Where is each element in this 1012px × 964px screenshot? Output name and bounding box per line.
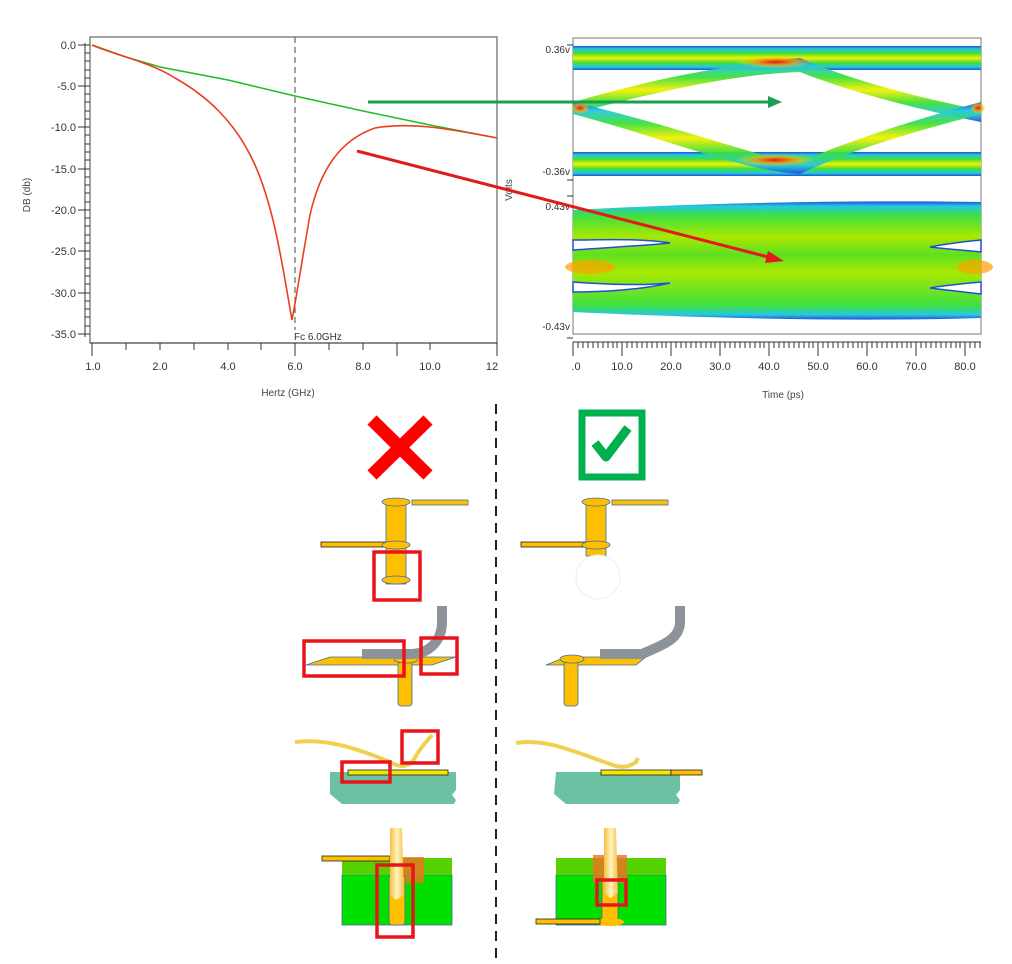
x-tick: .0 <box>571 361 580 373</box>
y-tick: -0.43v <box>542 322 570 333</box>
x-tick: 12 <box>486 361 498 373</box>
connector-stub-good <box>545 606 685 707</box>
highlight-box <box>302 639 406 678</box>
y-tick-labels: 0.0 -5.0 -10.0 -15.0 -20.0 -25.0 -30.0 -… <box>51 40 76 341</box>
eye-diagram-chart: 0.36v -0.36v 0.43v -0.43v Volts .0 10.0 … <box>504 37 993 401</box>
y-tick: -25.0 <box>51 246 76 258</box>
x-tick: 10.0 <box>611 361 632 373</box>
open-eye <box>570 46 986 176</box>
y-tick: -35.0 <box>51 329 76 341</box>
x-minor-ticks <box>577 342 981 348</box>
x-tick: 4.0 <box>220 361 235 373</box>
red-curve <box>91 44 498 321</box>
x-tick: 80.0 <box>954 361 975 373</box>
x-tick: 40.0 <box>758 361 779 373</box>
x-tick: 60.0 <box>856 361 877 373</box>
x-tick: 2.0 <box>152 361 167 373</box>
fc-marker-label: Fc 6.0GHz <box>294 332 342 343</box>
press-fit-good <box>535 828 667 926</box>
cross-mark-icon <box>367 415 433 480</box>
x-tick-labels: 1.0 2.0 4.0 6.0 8.0 10.0 12 <box>85 361 498 373</box>
via-stub-bad <box>320 497 469 602</box>
highlight-box <box>340 760 392 784</box>
y-tick: -5.0 <box>57 81 76 93</box>
via-stub-good <box>520 497 669 600</box>
annotation-arrows <box>356 96 784 263</box>
y-tick: 0.43v <box>546 202 570 213</box>
x-tick: 1.0 <box>85 361 100 373</box>
y-tick: -10.0 <box>51 122 76 134</box>
green-arrow <box>368 96 782 108</box>
stub-comparison-diagram <box>294 404 703 960</box>
highlight-box <box>595 878 628 907</box>
y-axis <box>78 43 90 337</box>
insertion-loss-chart: 0.0 -5.0 -10.0 -15.0 -20.0 -25.0 -30.0 -… <box>22 36 498 399</box>
red-arrow <box>356 149 784 263</box>
connector-stub-bad <box>302 606 459 707</box>
x-tick: 30.0 <box>709 361 730 373</box>
x-tick: 8.0 <box>355 361 370 373</box>
highlight-box <box>372 550 422 602</box>
x-tick: 20.0 <box>660 361 681 373</box>
plot-frame <box>89 36 498 344</box>
x-tick: 70.0 <box>905 361 926 373</box>
press-fit-bad <box>321 828 453 939</box>
x-tick: 10.0 <box>419 361 440 373</box>
x-axis-title: Time (ps) <box>762 390 804 401</box>
x-tick: 6.0 <box>287 361 302 373</box>
bond-wire-good <box>515 740 703 804</box>
y-tick: -20.0 <box>51 205 76 217</box>
check-mark-icon <box>578 409 646 481</box>
highlight-box <box>400 729 440 765</box>
y-tick-labels: 0.36v -0.36v 0.43v -0.43v <box>542 45 570 333</box>
bond-wire-bad <box>294 729 456 804</box>
x-tick: 50.0 <box>807 361 828 373</box>
x-tick-labels: .0 10.0 20.0 30.0 40.0 50.0 60.0 70.0 80… <box>571 361 975 373</box>
x-axis <box>90 342 498 356</box>
x-axis-title: Hertz (GHz) <box>261 388 314 399</box>
x-axis <box>572 341 981 356</box>
highlight-box <box>375 863 415 939</box>
y-axis-title: DB (db) <box>22 178 33 212</box>
y-axis-ticks <box>567 44 573 339</box>
y-tick: -0.36v <box>542 167 570 178</box>
highlight-box <box>419 636 459 676</box>
y-tick: -15.0 <box>51 164 76 176</box>
y-tick: -30.0 <box>51 288 76 300</box>
y-tick: 0.36v <box>546 45 570 56</box>
y-tick: 0.0 <box>61 40 76 52</box>
